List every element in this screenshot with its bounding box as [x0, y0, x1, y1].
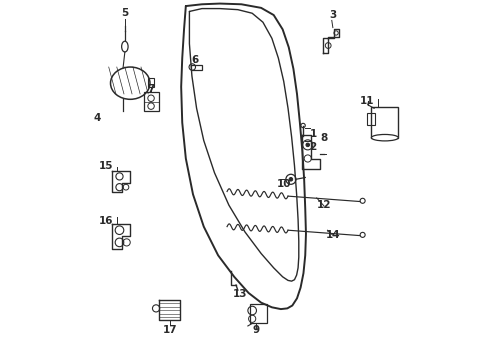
Bar	[368, 113, 375, 125]
Text: 17: 17	[162, 325, 177, 335]
Bar	[371, 107, 398, 138]
Text: 4: 4	[94, 113, 101, 123]
Circle shape	[289, 177, 293, 181]
Text: 11: 11	[360, 96, 374, 106]
Text: 10: 10	[276, 179, 291, 189]
Text: 16: 16	[98, 216, 113, 226]
Text: 14: 14	[325, 230, 340, 239]
Bar	[191, 64, 202, 69]
Text: 9: 9	[252, 325, 259, 335]
Bar	[148, 78, 154, 87]
Text: 3: 3	[329, 10, 337, 20]
Text: 15: 15	[98, 161, 113, 171]
Text: 5: 5	[121, 8, 128, 18]
Text: 12: 12	[317, 200, 331, 210]
Bar	[250, 303, 267, 323]
Text: 8: 8	[320, 133, 327, 143]
Text: 13: 13	[232, 289, 247, 299]
Bar	[144, 93, 159, 111]
Circle shape	[306, 143, 310, 147]
Text: 7: 7	[147, 84, 155, 94]
Text: 2: 2	[310, 141, 317, 152]
Text: 1: 1	[310, 129, 317, 139]
Text: 6: 6	[191, 55, 198, 65]
Ellipse shape	[371, 134, 398, 141]
